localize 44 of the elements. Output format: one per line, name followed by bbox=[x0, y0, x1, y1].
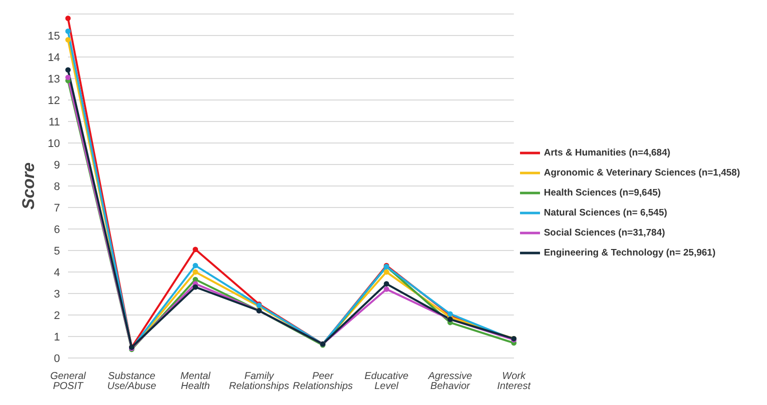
legend-label: Engineering & Technology (n= 25,961) bbox=[544, 248, 716, 259]
point bbox=[65, 28, 71, 34]
point bbox=[65, 74, 71, 80]
y-tick-label: 4 bbox=[54, 266, 60, 279]
legend-label: Natural Sciences (n= 6,545) bbox=[544, 208, 668, 219]
y-tick-label: 7 bbox=[54, 202, 60, 214]
y-tick-label: 15 bbox=[48, 30, 60, 42]
x-tick-label: Agressive Behavior bbox=[427, 371, 473, 392]
y-tick-label: 12 bbox=[48, 94, 60, 107]
y-tick-label: 5 bbox=[54, 245, 60, 258]
point bbox=[192, 246, 198, 252]
y-tick-label: 13 bbox=[48, 73, 60, 86]
point bbox=[65, 37, 71, 42]
point bbox=[192, 262, 198, 268]
x-tick-label: Substance Use/Abuse bbox=[107, 371, 157, 392]
legend-label: Social Sciences (n=31,784) bbox=[544, 228, 666, 239]
x-tick-label: General POSIT bbox=[50, 371, 87, 392]
x-tick-label: Work Interest bbox=[497, 371, 532, 392]
y-tick-label: 2 bbox=[54, 310, 60, 322]
x-tick-label: Peer Relationships bbox=[292, 371, 353, 392]
x-tick-label: Mental Health bbox=[180, 371, 212, 392]
point bbox=[65, 16, 71, 21]
y-tick-label: 9 bbox=[54, 159, 60, 172]
legend-label: Agronomic & Veterinary Sciences (n=1,458) bbox=[544, 168, 740, 179]
legend-label: Health Sciences (n=9,645) bbox=[544, 188, 661, 199]
point bbox=[65, 67, 71, 73]
point bbox=[192, 269, 198, 275]
y-tick-label: 6 bbox=[54, 224, 60, 236]
y-tick-label: 10 bbox=[48, 138, 60, 150]
y-tick-label: 1 bbox=[54, 331, 60, 344]
legend-label: Arts & Humanities (n=4,684) bbox=[544, 148, 670, 159]
y-tick-label: 0 bbox=[54, 352, 60, 365]
y-tick-label: 8 bbox=[54, 180, 60, 193]
y-tick-label: 14 bbox=[48, 52, 60, 64]
point bbox=[192, 284, 198, 290]
y-tick-label: 11 bbox=[48, 116, 60, 128]
x-tick-label: Educative Level bbox=[364, 371, 409, 392]
point bbox=[384, 269, 390, 275]
y-axis-title: Score bbox=[19, 162, 38, 210]
point bbox=[384, 286, 390, 292]
point bbox=[192, 276, 198, 282]
point bbox=[384, 281, 390, 287]
x-tick-label: Family Relationships bbox=[229, 371, 290, 392]
y-tick-label: 3 bbox=[54, 288, 60, 300]
